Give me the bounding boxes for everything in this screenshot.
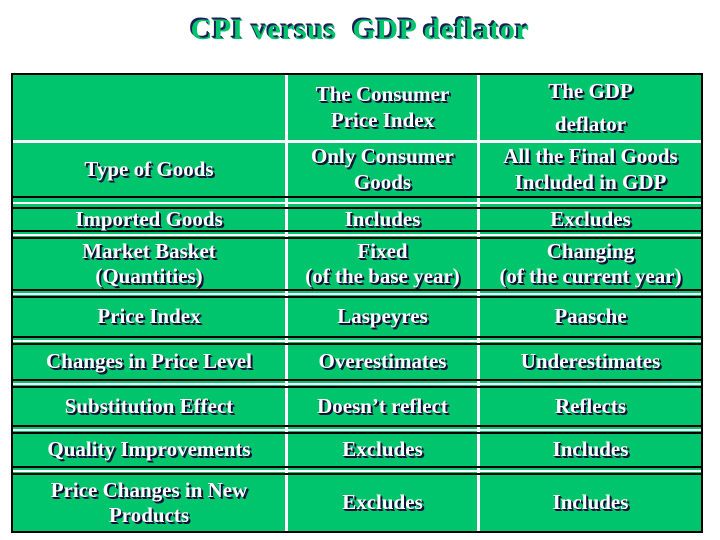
cell-gdp: Changing (of the current year) bbox=[499, 238, 682, 288]
table-row: Changes in Price Level Overestimates Und… bbox=[13, 343, 701, 381]
row-label: Quality Improvements bbox=[47, 437, 251, 462]
column-divider bbox=[285, 475, 288, 531]
block-gap bbox=[13, 381, 701, 386]
table-row: Type of Goods Only Consumer Goods All th… bbox=[13, 143, 701, 196]
cell-gdp: Reflects bbox=[554, 393, 627, 418]
block-gap bbox=[13, 232, 701, 237]
row-label: Changes in Price Level bbox=[46, 349, 252, 374]
table-row: Market Basket (Quantities) Fixed (of the… bbox=[13, 237, 701, 291]
table-block-header: The Consumer Price Index The GDP deflato… bbox=[13, 75, 701, 198]
cell-cpi: Includes bbox=[344, 206, 421, 231]
header-row: The Consumer Price Index The GDP deflato… bbox=[13, 75, 701, 140]
row-label: Type of Goods bbox=[84, 156, 214, 181]
row-label: Price Index bbox=[97, 304, 201, 329]
row-divider bbox=[13, 140, 701, 143]
cell-gdp: Underestimates bbox=[520, 349, 661, 374]
cell-gdp: All the Final Goods Included in GDP bbox=[503, 144, 678, 194]
cell-cpi: Only Consumer Goods bbox=[311, 144, 454, 194]
cell-cpi: Fixed (of the base year) bbox=[305, 238, 460, 288]
cell-gdp: Includes bbox=[552, 490, 629, 515]
row-label: Imported Goods bbox=[75, 206, 223, 231]
column-divider bbox=[477, 75, 480, 140]
column-divider bbox=[477, 434, 480, 466]
column-divider bbox=[477, 239, 480, 289]
header-cell-cpi: The Consumer Price Index bbox=[315, 82, 450, 132]
cell-cpi: Overestimates bbox=[318, 349, 447, 374]
block-gap bbox=[13, 198, 701, 207]
block-gap bbox=[13, 468, 701, 473]
cell-gdp: Includes bbox=[552, 437, 629, 462]
column-divider bbox=[285, 388, 288, 425]
block-gap bbox=[13, 291, 701, 296]
column-divider bbox=[477, 345, 480, 379]
row-label: Price Changes in New Products bbox=[50, 477, 248, 527]
comparison-table: The Consumer Price Index The GDP deflato… bbox=[11, 73, 703, 533]
row-label: Market Basket (Quantities) bbox=[82, 238, 216, 288]
column-divider bbox=[285, 75, 288, 140]
column-divider bbox=[477, 298, 480, 336]
column-divider bbox=[285, 143, 288, 196]
column-divider bbox=[285, 298, 288, 336]
table-row: Imported Goods Includes Excludes bbox=[13, 207, 701, 232]
column-divider bbox=[477, 143, 480, 196]
header-cell-gdp: The GDP deflator bbox=[548, 78, 633, 136]
table-row: Price Changes in New Products Excludes I… bbox=[13, 473, 701, 531]
column-divider bbox=[477, 388, 480, 425]
column-divider bbox=[285, 209, 288, 230]
cell-cpi: Excludes bbox=[342, 437, 423, 462]
table-row: Price Index Laspeyres Paasche bbox=[13, 296, 701, 338]
cell-cpi: Excludes bbox=[342, 490, 423, 515]
header-cell-empty bbox=[13, 75, 285, 140]
column-divider bbox=[285, 434, 288, 466]
slide-title: CPI versus GDP deflator bbox=[190, 13, 530, 46]
cell-cpi: Laspeyres bbox=[337, 304, 428, 329]
column-divider bbox=[285, 239, 288, 289]
block-gap bbox=[13, 427, 701, 432]
column-divider bbox=[477, 475, 480, 531]
row-label: Substitution Effect bbox=[64, 393, 234, 418]
column-divider bbox=[285, 345, 288, 379]
cell-gdp: Paasche bbox=[554, 304, 627, 329]
cell-gdp: Excludes bbox=[550, 206, 631, 231]
block-gap bbox=[13, 338, 701, 343]
cell-cpi: Doesn’t reflect bbox=[317, 393, 448, 418]
table-row: Substitution Effect Doesn’t reflect Refl… bbox=[13, 386, 701, 427]
table-row: Quality Improvements Excludes Includes bbox=[13, 432, 701, 468]
column-divider bbox=[477, 209, 480, 230]
